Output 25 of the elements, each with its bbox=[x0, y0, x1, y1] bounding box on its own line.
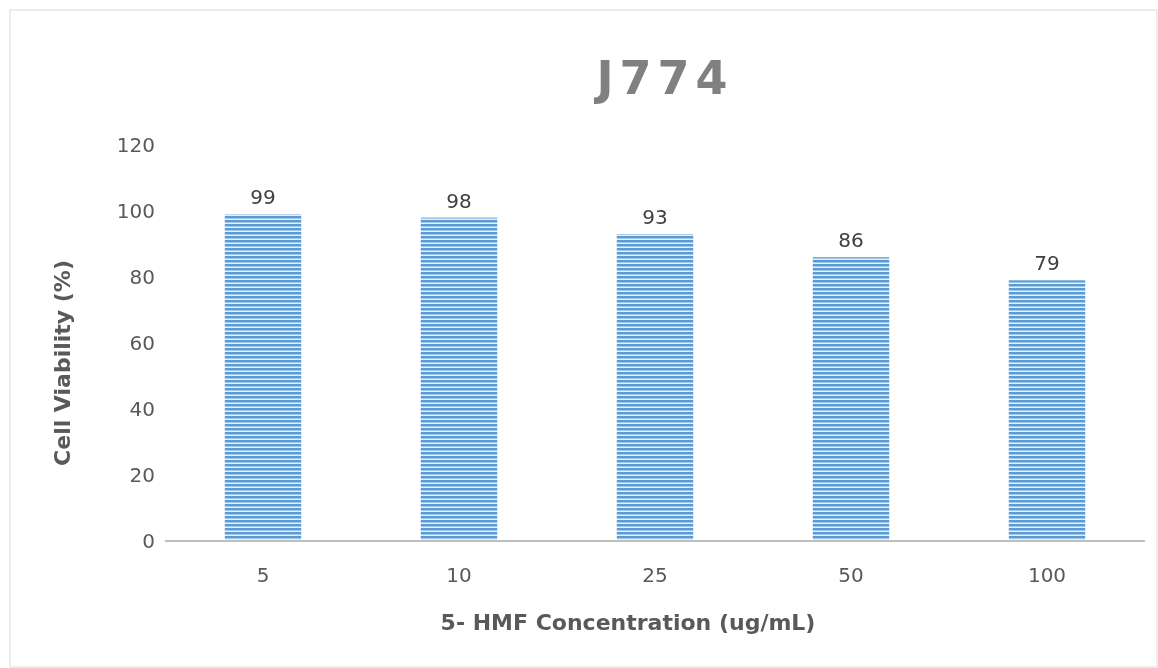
data-label: 98 bbox=[446, 188, 472, 213]
x-tick-label: 100 bbox=[1027, 563, 1067, 587]
y-tick-label: 120 bbox=[116, 133, 155, 157]
x-tick-label: 25 bbox=[642, 563, 668, 587]
y-tick-label: 0 bbox=[142, 529, 155, 553]
bar bbox=[1008, 280, 1086, 541]
y-tick-label: 80 bbox=[129, 265, 155, 289]
data-label: 86 bbox=[838, 228, 864, 253]
bar bbox=[224, 214, 302, 541]
y-axis-title: Cell Viability (%) bbox=[50, 260, 75, 466]
data-label: 93 bbox=[642, 205, 668, 230]
y-tick-label: 60 bbox=[129, 331, 155, 355]
y-tick-label: 20 bbox=[129, 463, 155, 487]
x-tick-label: 50 bbox=[838, 563, 864, 587]
x-axis-title: 5- HMF Concentration (ug/mL) bbox=[440, 610, 816, 635]
x-tick-label: 10 bbox=[446, 563, 472, 587]
y-tick-label: 100 bbox=[116, 199, 155, 223]
data-label: 79 bbox=[1034, 251, 1060, 276]
chart-title: J774 bbox=[593, 51, 734, 105]
data-label: 99 bbox=[250, 185, 276, 210]
x-tick-label: 5 bbox=[256, 563, 270, 587]
y-tick-label: 40 bbox=[129, 397, 155, 421]
bar bbox=[616, 234, 694, 541]
bar bbox=[420, 217, 498, 541]
bar bbox=[812, 257, 890, 541]
